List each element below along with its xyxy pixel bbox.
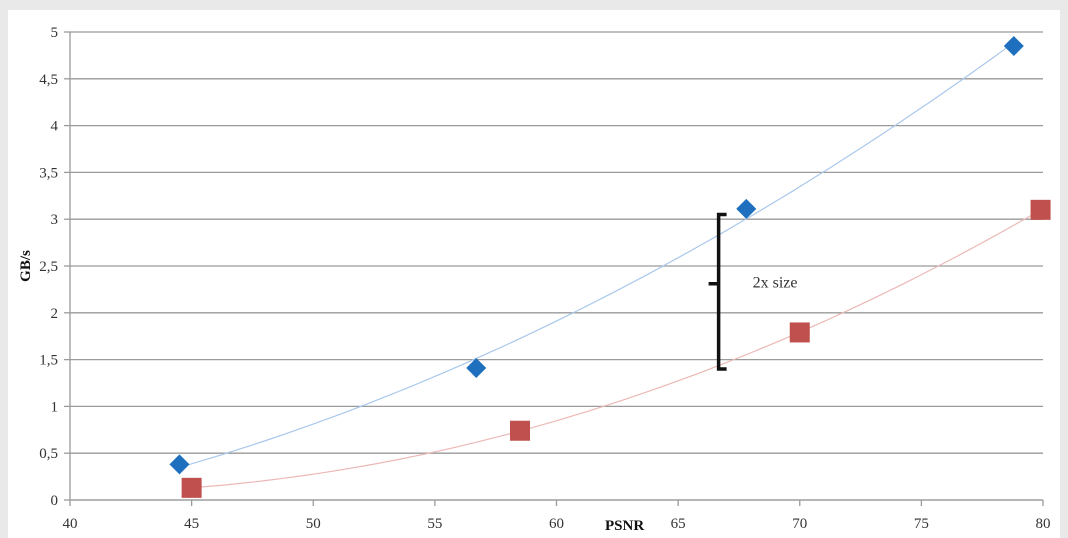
x-tick-label: 50 <box>306 516 321 532</box>
data-point-square <box>789 322 810 343</box>
axes <box>64 31 1044 506</box>
annotation-text: 2x size <box>753 275 798 292</box>
data-point-diamond <box>736 198 757 219</box>
x-tick-label: 80 <box>1036 516 1051 532</box>
x-tick-label: 65 <box>671 516 686 532</box>
y-tick-label: 0,5 <box>39 446 58 462</box>
data-point-diamond <box>169 454 190 475</box>
x-tick-label: 75 <box>914 516 929 532</box>
trendline-series-1 <box>179 42 1015 468</box>
y-tick-label: 5 <box>51 25 59 41</box>
y-tick-label: 0 <box>51 493 59 509</box>
data-point-square <box>510 420 531 441</box>
y-tick-label: 3 <box>51 212 59 228</box>
data-point-square <box>181 477 202 498</box>
y-tick-label: 2 <box>51 306 59 322</box>
x-axis-title: PSNR <box>605 518 644 534</box>
annotation-bracket <box>708 212 727 371</box>
y-tick-label: 1 <box>51 399 59 415</box>
trendlines <box>179 42 1041 489</box>
chart-frame: 2x size 0 0,5 1 1,5 2 2,5 3 3,5 4 4,5 5 40 45 50 55 60 6… <box>8 10 1060 538</box>
x-tick-label: 60 <box>549 516 564 532</box>
trendline-series-2 <box>191 209 1041 489</box>
y-tick-label: 3,5 <box>39 165 58 181</box>
data-point-square <box>1030 199 1051 220</box>
y-axis-title: GB/s <box>18 250 34 282</box>
y-tick-label: 4,5 <box>39 72 58 88</box>
data-point-diamond <box>466 358 487 379</box>
x-tick-label: 40 <box>63 516 78 532</box>
y-tick-label: 1,5 <box>39 353 58 369</box>
data-points <box>169 36 1051 498</box>
y-tick-label: 2,5 <box>39 259 58 275</box>
scatter-chart: 2x size 0 0,5 1 1,5 2 2,5 3 3,5 4 4,5 5 40 45 50 55 60 6… <box>18 25 1051 534</box>
x-tick-label: 45 <box>184 516 199 532</box>
grid-lines <box>70 31 1043 501</box>
x-tick-label: 55 <box>427 516 442 532</box>
tick-labels: 0 0,5 1 1,5 2 2,5 3 3,5 4 4,5 5 40 45 50 55 60 65 70 75 80 <box>39 25 1050 532</box>
data-point-diamond <box>1003 36 1024 57</box>
y-tick-label: 4 <box>51 119 59 135</box>
annotation-layer: 2x size <box>708 212 798 371</box>
x-tick-label: 70 <box>792 516 807 532</box>
